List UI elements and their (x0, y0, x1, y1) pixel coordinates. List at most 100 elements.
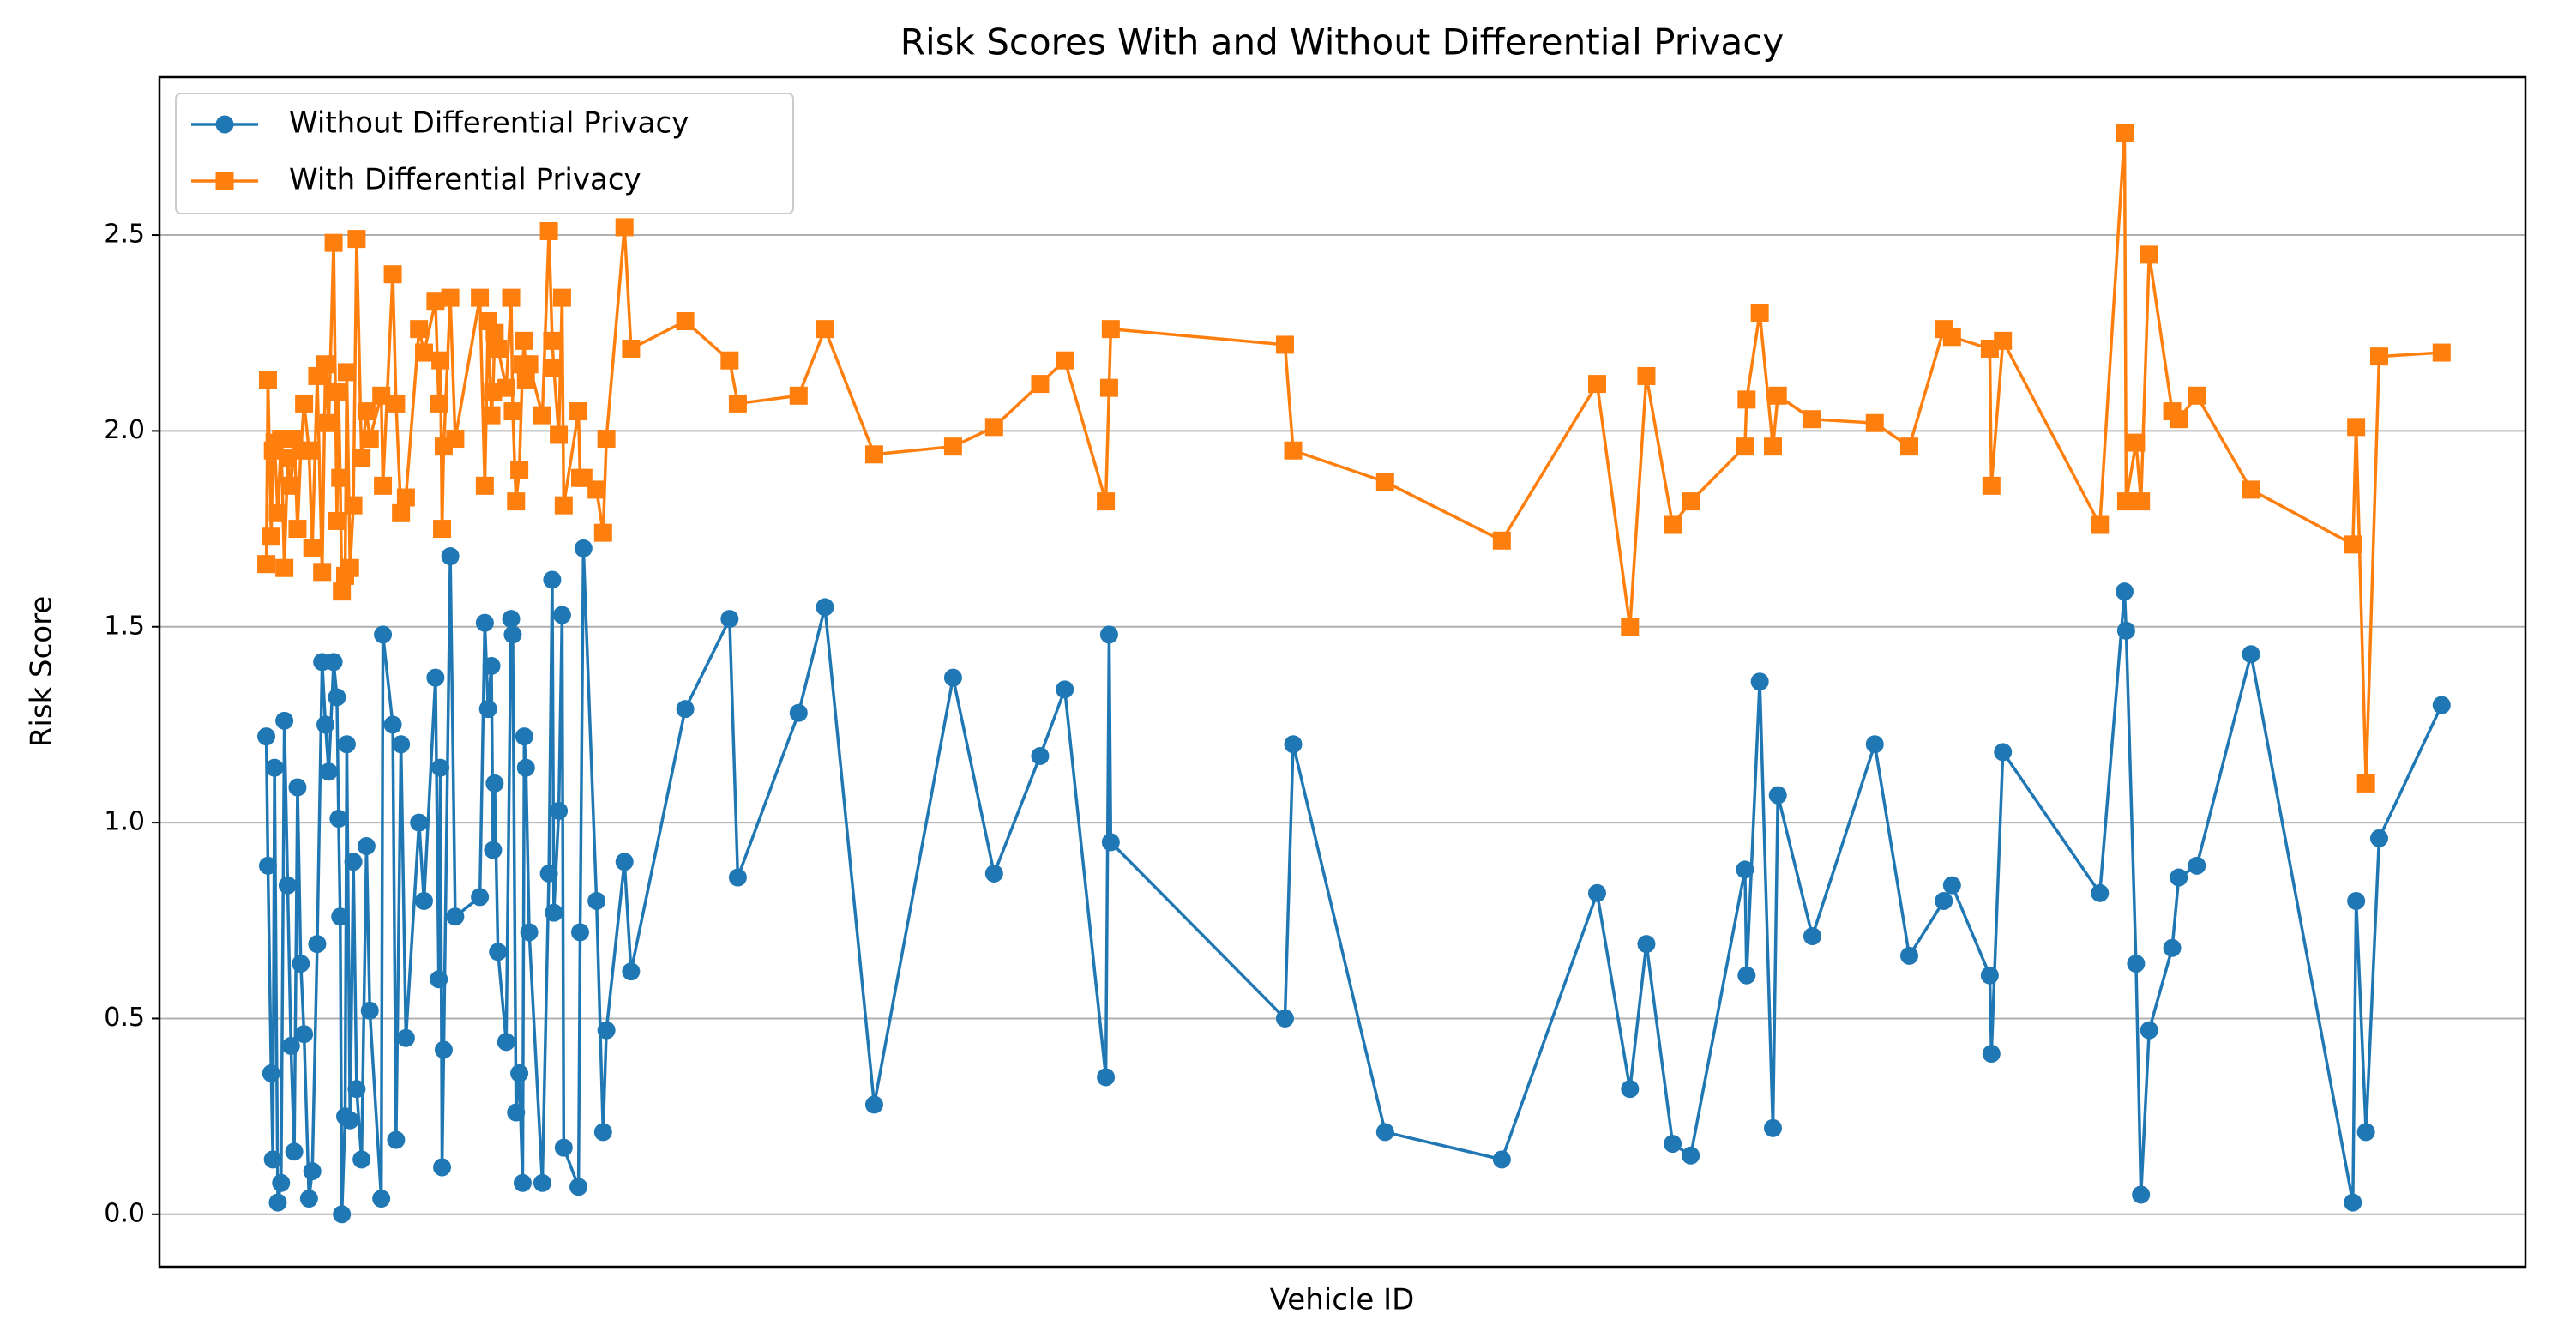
marker (352, 449, 371, 467)
marker (984, 864, 1003, 883)
marker (816, 598, 834, 617)
marker (471, 288, 490, 307)
marker (275, 711, 294, 730)
marker (552, 288, 571, 307)
marker (2163, 938, 2182, 957)
marker (303, 539, 322, 557)
legend-label: Without Differential Privacy (289, 106, 689, 141)
marker (533, 1173, 551, 1192)
marker (503, 402, 522, 421)
marker (943, 668, 962, 687)
marker (331, 468, 350, 487)
marker (1664, 515, 1682, 534)
marker (520, 355, 539, 374)
marker (441, 547, 460, 566)
marker (2116, 124, 2134, 142)
marker (357, 402, 376, 421)
marker (392, 735, 411, 754)
marker (1994, 331, 2013, 350)
marker (258, 856, 277, 875)
marker (352, 1150, 371, 1169)
marker (1803, 410, 1821, 429)
marker (333, 582, 352, 601)
marker (316, 355, 335, 374)
marker (329, 810, 348, 829)
marker (789, 703, 808, 722)
marker (593, 1123, 612, 1142)
marker (475, 476, 494, 495)
marker (1737, 966, 1756, 985)
marker (387, 1130, 406, 1149)
marker (515, 727, 533, 746)
marker (337, 363, 356, 382)
marker (2170, 410, 2188, 429)
marker (510, 1064, 529, 1082)
marker (543, 570, 562, 589)
marker (1682, 1146, 1700, 1165)
marker (502, 610, 521, 629)
marker (475, 613, 494, 632)
marker (2344, 1193, 2362, 1212)
marker (295, 394, 314, 413)
y-tick-label: 0.5 (104, 1003, 145, 1033)
marker (347, 1080, 366, 1099)
marker (2356, 774, 2375, 793)
marker (615, 853, 634, 871)
marker (539, 221, 558, 240)
marker (329, 383, 348, 401)
marker (1587, 375, 1606, 394)
legend-box (175, 93, 794, 214)
marker (2432, 696, 2451, 714)
marker (1980, 966, 1999, 985)
marker (1768, 386, 1787, 405)
marker (303, 1162, 322, 1181)
marker (372, 386, 391, 405)
marker (1982, 476, 2001, 495)
marker (2127, 433, 2146, 452)
marker (539, 864, 558, 883)
marker (414, 891, 433, 910)
marker (288, 778, 307, 797)
marker (1056, 680, 1074, 699)
marker (2188, 856, 2206, 875)
marker (374, 625, 393, 644)
marker (2356, 1123, 2375, 1142)
marker (545, 903, 563, 922)
marker (2116, 621, 2135, 640)
marker (1803, 927, 1821, 946)
y-tick-label: 2.0 (104, 415, 145, 445)
marker (340, 1111, 359, 1130)
marker (263, 1150, 282, 1169)
marker (319, 762, 338, 781)
marker (1736, 437, 1754, 456)
marker (434, 1040, 453, 1059)
marker (554, 496, 573, 515)
marker (331, 907, 350, 926)
marker (2347, 418, 2366, 437)
marker (1637, 366, 1656, 385)
marker (357, 837, 376, 856)
marker (1750, 672, 1769, 691)
marker (484, 841, 503, 859)
marker (1099, 378, 1118, 397)
marker (1097, 492, 1116, 511)
marker (510, 461, 529, 479)
marker (1982, 1045, 2001, 1064)
marker (333, 1205, 352, 1224)
marker (545, 359, 563, 377)
marker (430, 970, 448, 989)
marker (543, 331, 562, 350)
marker (515, 331, 533, 350)
marker (2347, 891, 2366, 910)
marker (1942, 876, 1961, 895)
marker (1031, 375, 1050, 394)
marker (1664, 1135, 1682, 1154)
marker (360, 430, 379, 449)
marker (262, 1064, 280, 1082)
marker (513, 1173, 532, 1192)
marker (272, 1173, 291, 1192)
marker (410, 813, 429, 832)
marker (324, 653, 343, 672)
legend-label: With Differential Privacy (289, 163, 641, 197)
marker (2432, 343, 2451, 362)
